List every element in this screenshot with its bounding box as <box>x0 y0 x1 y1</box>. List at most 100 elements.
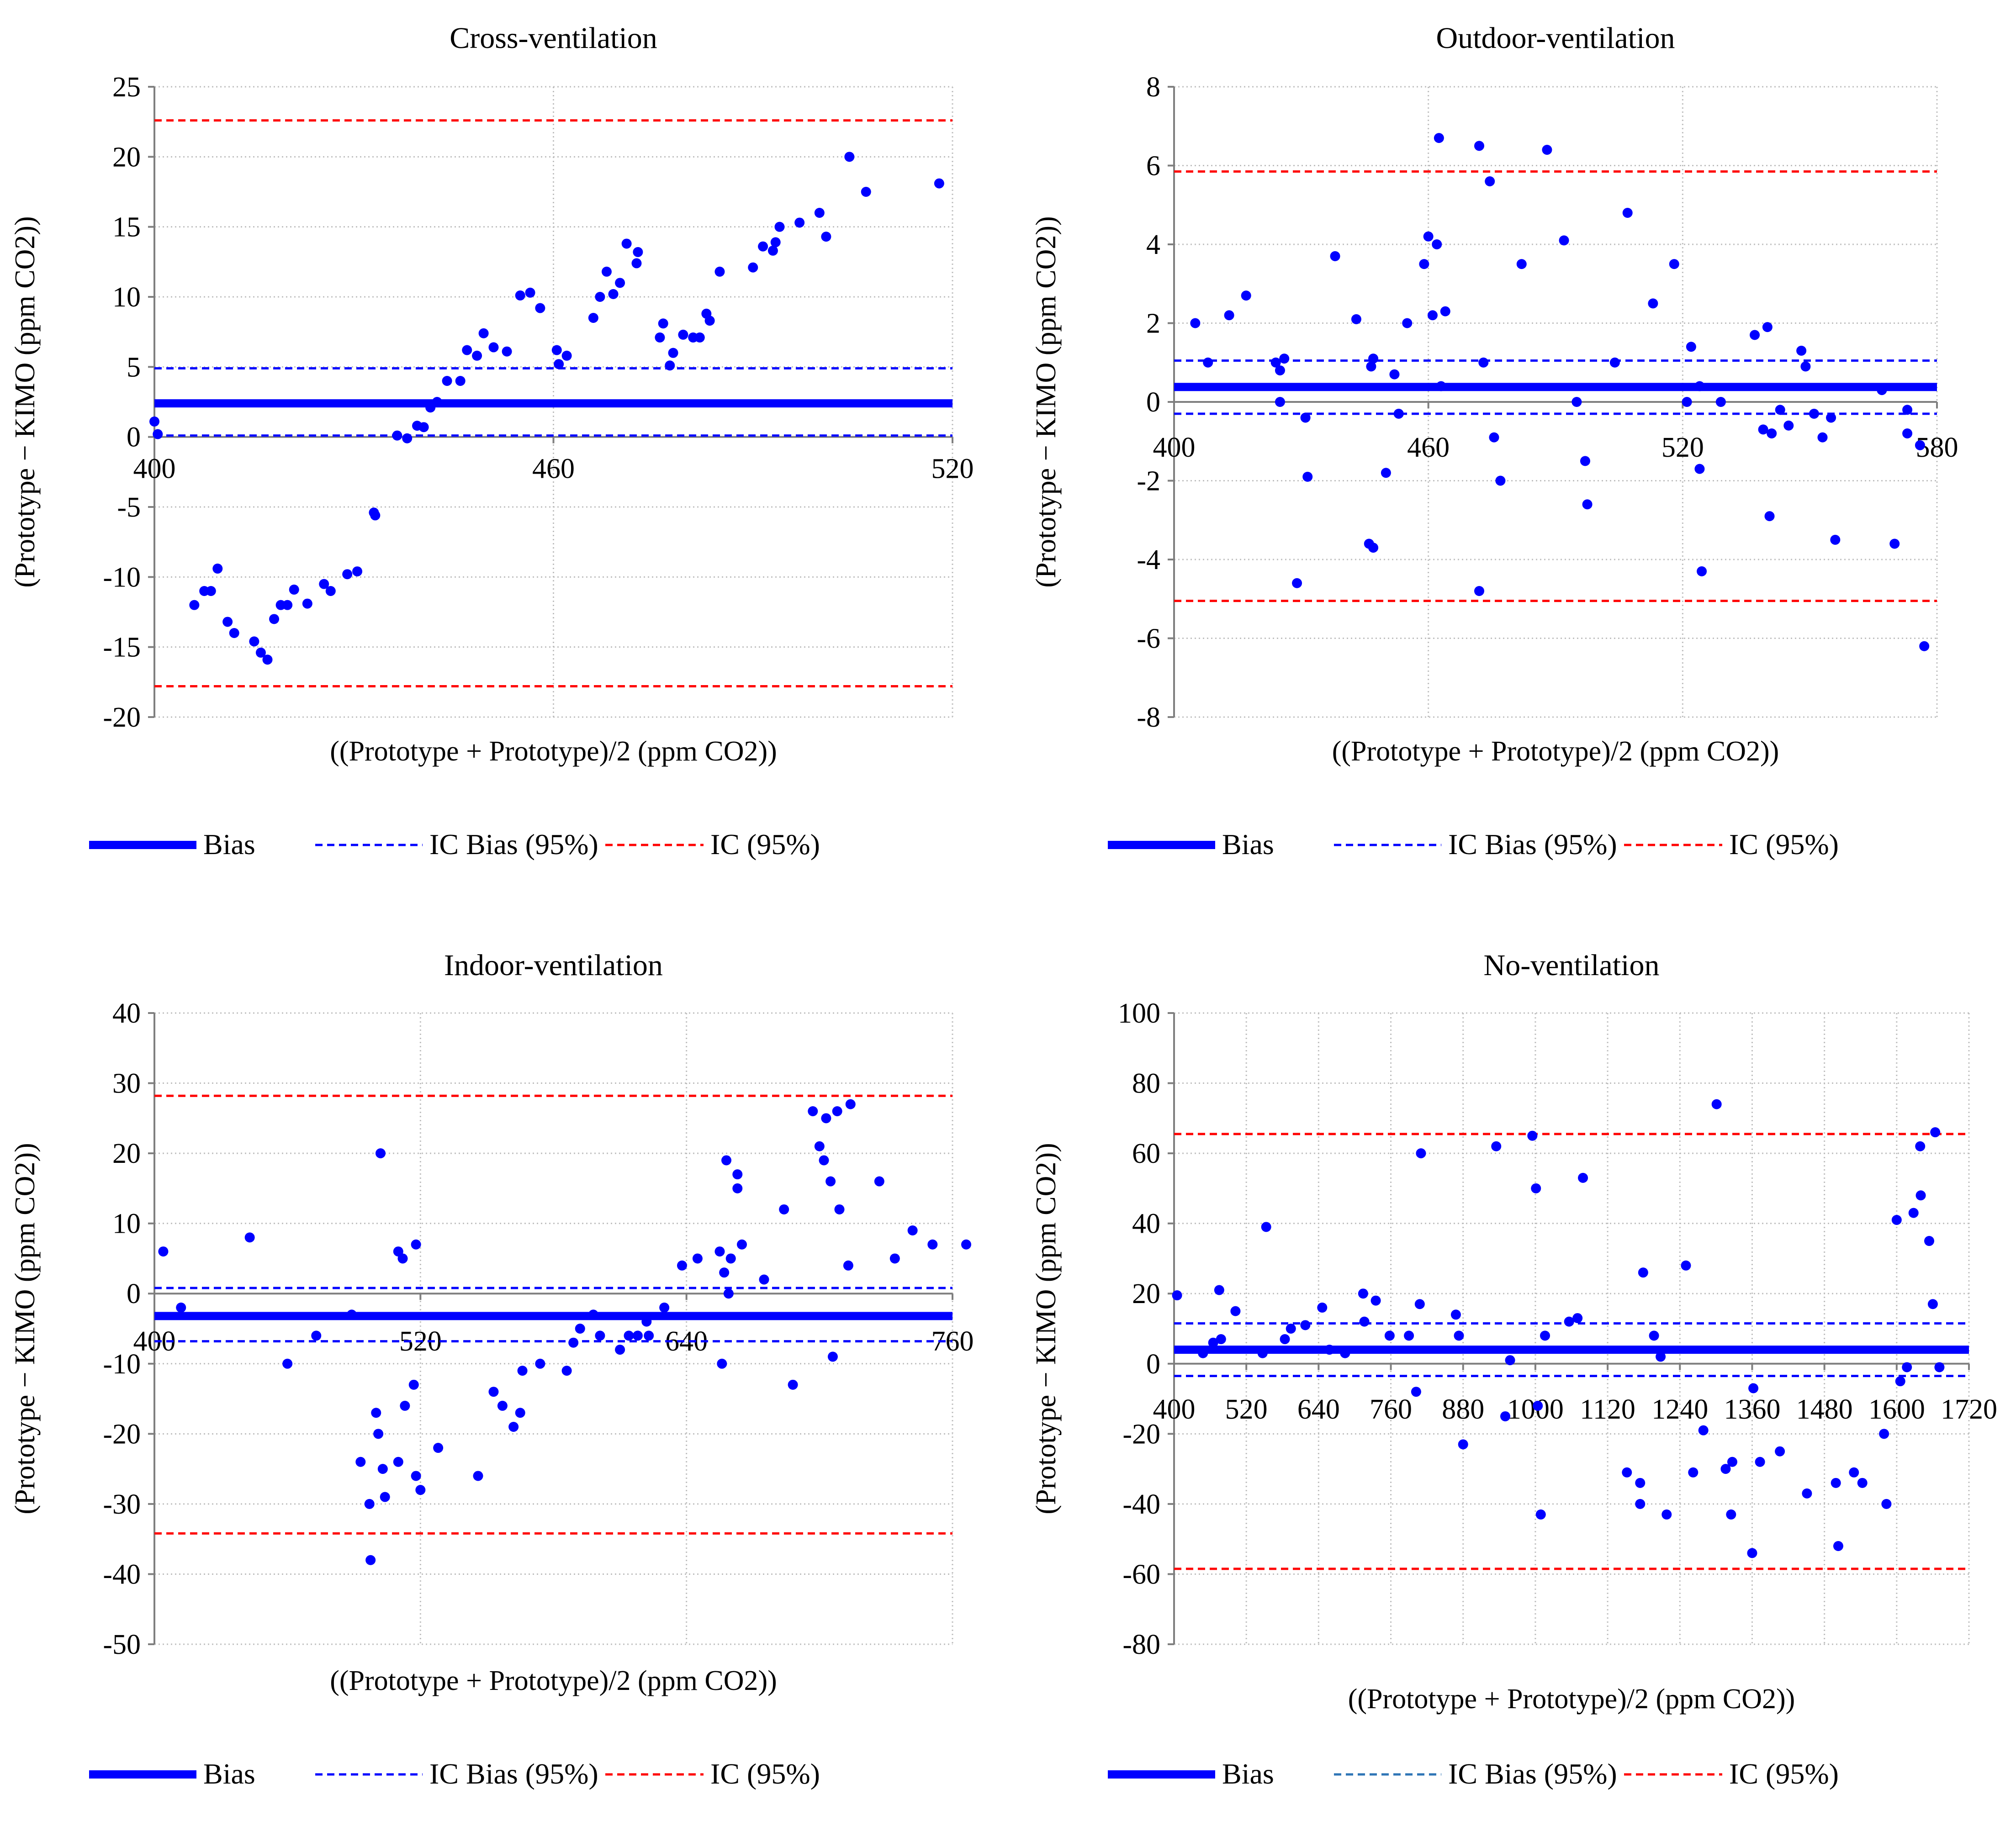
x-tick-label: 760 <box>1370 1394 1412 1425</box>
y-tick-label: -10 <box>103 1349 141 1380</box>
data-point <box>1402 318 1413 328</box>
data-point <box>1915 440 1925 450</box>
data-point <box>719 1267 730 1278</box>
data-point <box>462 345 472 355</box>
x-tick-label: 1480 <box>1796 1394 1853 1425</box>
y-tick-label: 100 <box>1118 998 1160 1029</box>
data-point <box>608 289 619 299</box>
x-tick-label: 520 <box>931 454 974 485</box>
data-point <box>478 328 489 338</box>
data-point <box>497 1400 508 1411</box>
y-axis-label: (Prototype − KIMO (ppm CO2)) <box>1031 1143 1062 1514</box>
data-point <box>1919 641 1930 651</box>
data-point <box>725 1253 736 1264</box>
data-point <box>668 348 678 358</box>
data-point <box>1270 357 1281 368</box>
y-tick-label: -50 <box>103 1629 141 1660</box>
data-point <box>1831 1478 1841 1488</box>
data-points <box>158 1099 971 1565</box>
data-point <box>1434 133 1444 143</box>
x-tick-label: 640 <box>1297 1394 1340 1425</box>
y-tick-label: 4 <box>1146 229 1160 260</box>
data-point <box>433 1443 444 1453</box>
chart-title: Indoor-ventilation <box>444 949 663 982</box>
y-tick-label: 0 <box>127 1278 141 1309</box>
data-point <box>1750 330 1760 340</box>
data-point <box>442 376 452 386</box>
data-point <box>1368 354 1379 364</box>
data-point <box>1609 357 1620 368</box>
data-point <box>397 1253 408 1264</box>
legend-ic-bias-label: IC Bias (95%) <box>1448 828 1617 860</box>
data-point <box>1190 318 1201 328</box>
data-point <box>149 416 159 427</box>
data-point <box>1915 1190 1926 1201</box>
data-point <box>393 1457 403 1467</box>
data-point <box>1775 405 1785 415</box>
data-point <box>229 628 239 638</box>
data-point <box>644 1330 654 1341</box>
data-point <box>844 152 855 162</box>
data-point <box>1688 1467 1699 1478</box>
data-point <box>1681 1260 1691 1271</box>
data-point <box>595 292 605 302</box>
y-axis-label: (Prototype − KIMO (ppm CO2)) <box>1031 216 1062 587</box>
data-point <box>425 402 436 413</box>
data-point <box>1389 369 1400 380</box>
data-point <box>1384 1330 1395 1341</box>
data-point <box>355 1457 366 1467</box>
data-point <box>1908 1208 1919 1218</box>
data-point <box>621 238 632 249</box>
y-tick-label: -40 <box>1122 1489 1160 1520</box>
data-point <box>244 1232 255 1243</box>
data-point <box>827 1351 838 1362</box>
data-point <box>502 346 512 357</box>
data-point <box>561 1366 572 1376</box>
data-point <box>1927 1299 1938 1309</box>
data-point <box>1286 1324 1296 1334</box>
data-point <box>1302 471 1313 482</box>
x-tick-label: 400 <box>1153 1394 1196 1425</box>
data-point <box>1930 1127 1941 1138</box>
data-point <box>1257 1348 1268 1358</box>
data-point <box>1638 1267 1648 1278</box>
data-point <box>364 1499 375 1509</box>
data-point <box>1622 1467 1632 1478</box>
data-point <box>732 1169 743 1180</box>
data-point <box>1572 1313 1583 1323</box>
data-point <box>1411 1387 1421 1397</box>
data-point <box>632 1330 643 1341</box>
data-point <box>861 187 871 197</box>
data-point <box>1436 381 1446 391</box>
data-point <box>1440 306 1450 317</box>
data-point <box>311 1330 322 1341</box>
data-point <box>874 1176 884 1187</box>
data-point <box>1330 251 1340 261</box>
data-point <box>1580 456 1590 466</box>
data-point <box>415 1485 426 1495</box>
data-point <box>1516 259 1527 269</box>
data-point <box>770 237 781 248</box>
data-point <box>402 433 413 443</box>
data-point <box>1540 1330 1550 1341</box>
data-point <box>1748 1383 1759 1393</box>
data-point <box>508 1421 519 1432</box>
data-point <box>1572 397 1582 407</box>
legend-ic-label: IC (95%) <box>710 828 820 860</box>
x-tick-label: 1360 <box>1724 1394 1780 1425</box>
x-tick-label: 520 <box>1661 432 1704 463</box>
y-tick-label: 8 <box>1146 72 1160 103</box>
y-tick-label: 2 <box>1146 308 1160 339</box>
data-point <box>1261 1222 1271 1232</box>
data-point <box>1720 1464 1731 1474</box>
data-point <box>767 245 778 256</box>
data-point <box>1432 239 1442 249</box>
data-point <box>375 1148 386 1159</box>
data-point <box>1727 1457 1737 1467</box>
data-point <box>568 1337 579 1348</box>
data-point <box>588 1309 598 1320</box>
data-point <box>721 1155 732 1166</box>
data-point <box>371 1408 381 1418</box>
y-tick-label: 20 <box>112 142 141 173</box>
data-points <box>1172 1099 1945 1558</box>
